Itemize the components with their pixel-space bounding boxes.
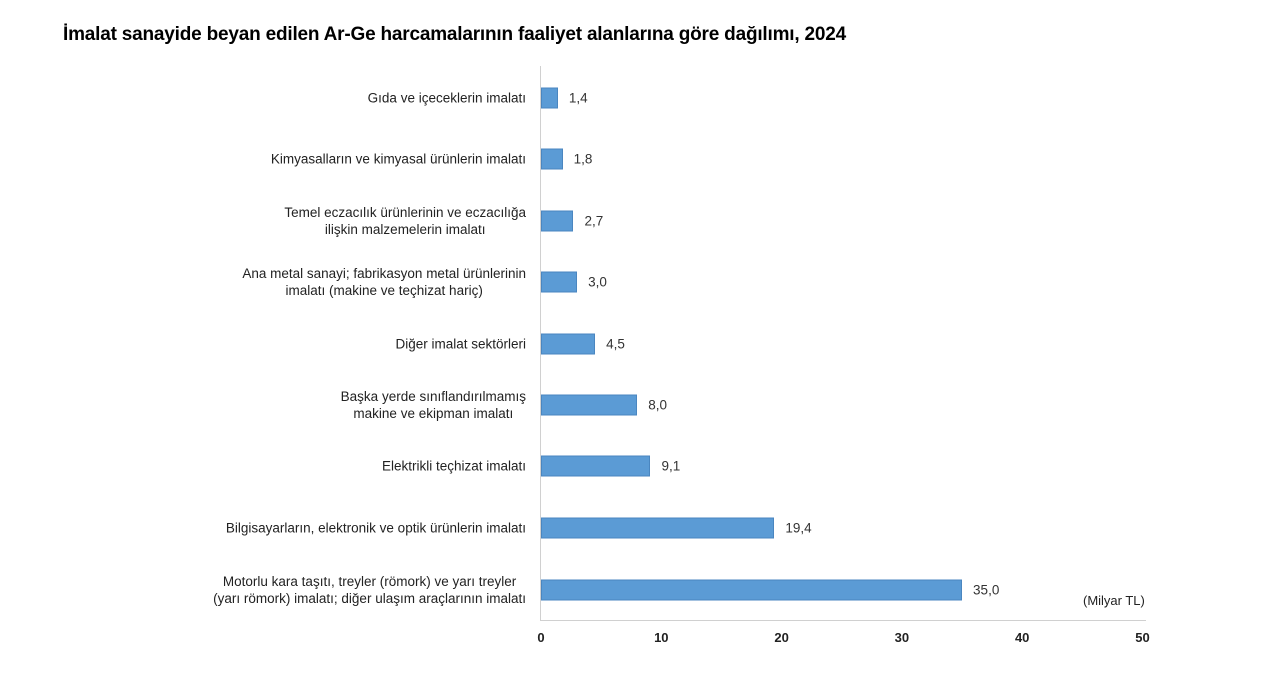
bar-value-label: 3,0 [588, 274, 607, 290]
bar-value-label: 8,0 [648, 397, 668, 413]
bar [541, 333, 596, 355]
category-label-line: Motorlu kara taşıtı, treyler (römork) ve… [222, 574, 517, 589]
x-axis-unit-label: (Milyar TL) [1083, 593, 1145, 608]
bar-value-label: 1,4 [568, 90, 588, 106]
category-label-line: Başka yerde sınıflandırılmamış [340, 389, 526, 404]
bar [541, 394, 638, 416]
bar [541, 579, 963, 601]
bar-value-label: 2,7 [584, 213, 604, 229]
category-label-line: (yarı römork) imalatı; diğer ulaşım araç… [213, 591, 526, 606]
category-label: Motorlu kara taşıtı, treyler (römork) ve… [213, 573, 526, 607]
category-label: Kimyasalların ve kimyasal ürünlerin imal… [271, 151, 526, 168]
chart-title: İmalat sanayide beyan edilen Ar-Ge harca… [63, 24, 846, 45]
x-tick-label: 40 [1014, 630, 1030, 645]
category-label-line: ilişkin malzemelerin imalatı [324, 222, 486, 237]
category-label: Elektrikli teçhizat imalatı [382, 458, 526, 475]
category-label: Ana metal sanayi; fabrikasyon metal ürün… [242, 265, 526, 299]
x-tick-label: 20 [774, 630, 789, 645]
x-axis-line [540, 620, 1146, 621]
bar [541, 210, 574, 232]
category-label-line: Bilgisayarların, elektronik ve optik ürü… [225, 520, 526, 536]
bar [541, 455, 651, 477]
bar-value-label: 9,1 [661, 458, 681, 474]
x-tick-label: 10 [654, 630, 669, 645]
bar [541, 271, 578, 293]
bar-value-label: 35,0 [973, 582, 1000, 598]
category-label-line: Gıda ve içeceklerin imalatı [367, 90, 526, 106]
category-label-line: Elektrikli teçhizat imalatı [381, 458, 526, 474]
bar-value-label: 19,4 [785, 520, 812, 536]
bar [541, 87, 558, 109]
bar-value-label: 4,5 [606, 336, 625, 352]
category-label: Bilgisayarların, elektronik ve optik ürü… [226, 520, 526, 537]
bar [541, 517, 775, 539]
category-label-line: Kimyasalların ve kimyasal ürünlerin imal… [270, 151, 526, 167]
x-tick-label: 30 [894, 630, 910, 645]
category-label-line: Ana metal sanayi; fabrikasyon metal ürün… [242, 266, 526, 281]
category-label: Gıda ve içeceklerin imalatı [368, 90, 526, 107]
category-label: Başka yerde sınıflandırılmamış makine ve … [341, 388, 526, 422]
category-label: Diğer imalat sektörleri [395, 336, 526, 353]
y-axis-line [540, 66, 541, 621]
category-label-line: Temel eczacılık ürünlerinin ve eczacılığ… [284, 205, 526, 220]
bar-value-label: 1,8 [573, 151, 593, 167]
x-tick-label: 0 [537, 630, 545, 645]
category-label-line: Diğer imalat sektörleri [395, 336, 526, 352]
category-label-line: makine ve ekipman imalatı [353, 406, 514, 421]
bar [541, 148, 563, 170]
x-tick-label: 50 [1135, 630, 1150, 645]
category-label: Temel eczacılık ürünlerinin ve eczacılığ… [284, 204, 526, 238]
category-label-line: imalatı (makine ve teçhizat hariç) [285, 283, 483, 298]
